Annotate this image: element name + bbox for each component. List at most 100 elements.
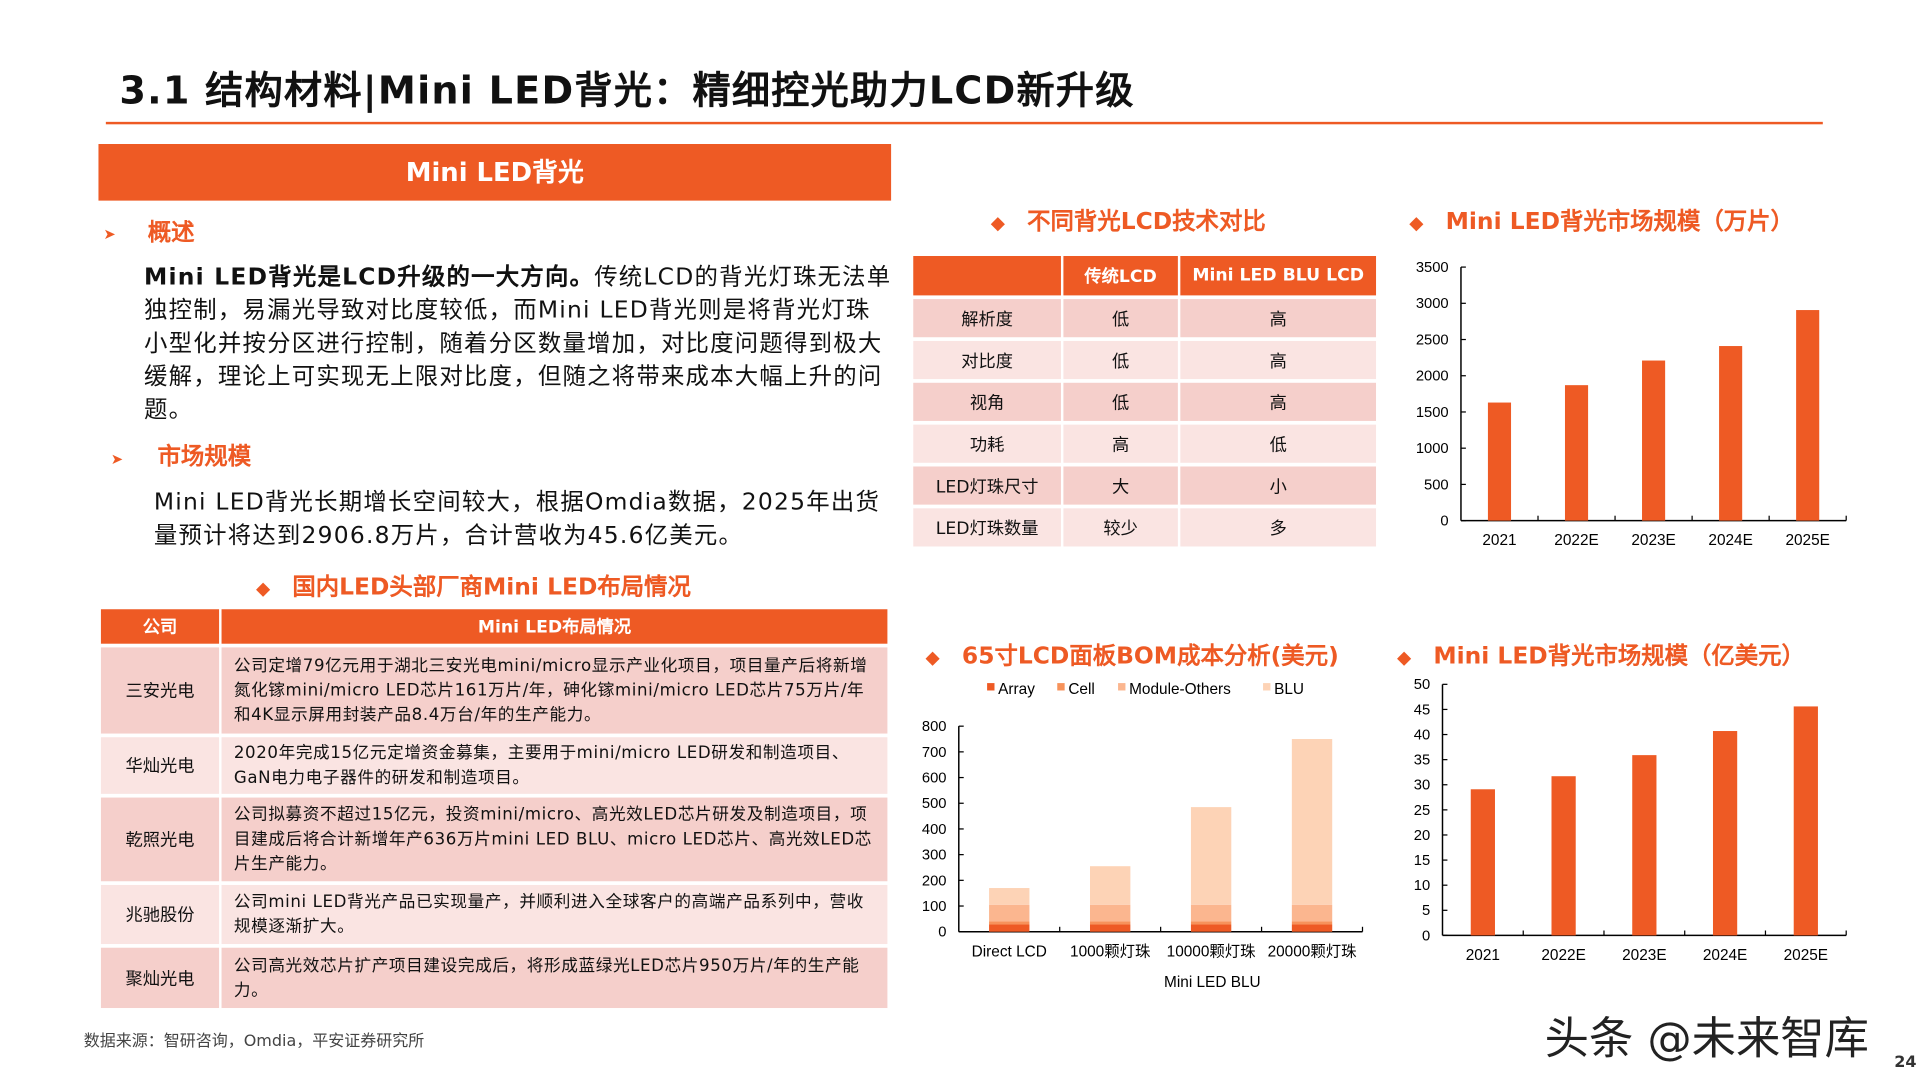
y-tick-label: 2500 — [1416, 332, 1449, 348]
col-header: Mini LED BLU LCD — [1180, 256, 1377, 296]
col-header — [913, 256, 1061, 296]
table-row: 三安光电 公司定增79亿元用于湖北三安光电mini/micro显示产业化项目，项目… — [100, 647, 888, 734]
col-header: 传统LCD — [1063, 256, 1178, 296]
layout-table-title-text: 国内LED头部厂商Mini LED布局情况 — [292, 573, 691, 601]
layout-cell: 公司高光效芯片扩产项目建设完成后，将形成蓝绿光LED芯片950万片/年的生产能力… — [221, 947, 888, 1009]
y-tick-label: 600 — [922, 770, 947, 786]
y-tick-label: 500 — [922, 796, 947, 812]
x-tick-label: 2024E — [1703, 947, 1747, 964]
y-tick-label: 0 — [1440, 514, 1448, 530]
x-tick-label: 10000颗灯珠 — [1167, 942, 1257, 960]
table-row: LED灯珠尺寸大小 — [913, 466, 1377, 505]
revenue-chart-title-text: Mini LED背光市场规模（亿美元） — [1433, 642, 1805, 670]
bar-segment-blu — [1089, 866, 1131, 905]
table-row: 对比度低高 — [913, 340, 1377, 380]
legend-swatch — [987, 683, 995, 691]
value-cell: 高 — [1063, 424, 1178, 463]
bar-segment-module-others — [1089, 904, 1131, 922]
legend-swatch — [1263, 683, 1271, 691]
y-tick-label: 500 — [1424, 477, 1449, 493]
x-group-label: Mini LED BLU — [1164, 974, 1261, 991]
bar-segment-array — [1291, 924, 1333, 932]
table-row: 解析度低高 — [913, 299, 1377, 338]
y-tick-label: 25 — [1414, 803, 1430, 819]
y-tick-label: 300 — [922, 848, 947, 864]
value-cell: 低 — [1063, 299, 1178, 338]
y-tick-label: 45 — [1414, 702, 1430, 718]
value-cell: 低 — [1063, 382, 1178, 421]
table-row: 华灿光电 2020年完成15亿元定增资金募集，主要用于mini/micro LED… — [100, 737, 888, 794]
overview-heading: 概述 — [147, 219, 195, 247]
bom-chart-title: ◆ 65寸LCD面板BOM成本分析(美元) — [926, 638, 1339, 671]
company-cell: 乾照光电 — [100, 797, 220, 882]
legend-label: Module-Others — [1129, 681, 1231, 698]
company-cell: 兆驰股份 — [100, 884, 220, 945]
bar — [1632, 755, 1657, 936]
value-cell: 高 — [1180, 340, 1377, 380]
col-header: 公司 — [100, 609, 220, 644]
arrow-bullet-icon: ➤ — [103, 225, 116, 243]
col-header: Mini LED布局情况 — [221, 609, 888, 644]
page-title: 3.1 结构材料|Mini LED背光：精细控光助力LCD新升级 — [119, 68, 1135, 114]
x-tick-label: 2025E — [1785, 532, 1829, 549]
units-chart-title: ◆ Mini LED背光市场规模（万片） — [1409, 203, 1794, 236]
bar-segment-blu — [989, 888, 1030, 905]
bar-segment-module-others — [1291, 904, 1333, 922]
legend-swatch — [1118, 683, 1126, 691]
y-tick-label: 3000 — [1416, 296, 1449, 312]
metric-cell: LED灯珠数量 — [913, 508, 1061, 547]
x-tick-label: 1000颗灯珠 — [1070, 942, 1151, 960]
company-cell: 三安光电 — [100, 647, 220, 734]
value-cell: 低 — [1063, 340, 1178, 380]
bar — [1551, 776, 1576, 936]
bar-segment-array — [1190, 924, 1232, 932]
table-row: 聚灿光电 公司高光效芯片扩产项目建设完成后，将形成蓝绿光LED芯片950万片/年的… — [100, 947, 888, 1009]
y-tick-label: 35 — [1414, 753, 1430, 769]
bom-chart-title-text: 65寸LCD面板BOM成本分析(美元) — [961, 642, 1339, 670]
diamond-icon: ◆ — [1396, 646, 1412, 669]
layout-cell: 公司拟募资不超过15亿元，投资mini/micro、高光效LED芯片研发及制造项… — [221, 797, 888, 882]
layout-table: 公司 Mini LED布局情况 三安光电 公司定增79亿元用于湖北三安光电mini/… — [98, 606, 889, 1012]
value-cell: 小 — [1180, 466, 1377, 505]
table-row: 视角低高 — [913, 382, 1377, 421]
x-tick-label: 2023E — [1631, 532, 1675, 549]
bar-segment-blu — [1190, 807, 1232, 905]
bar — [1793, 706, 1818, 936]
diamond-icon: ◆ — [925, 646, 940, 669]
bar-segment-array — [1089, 924, 1131, 932]
bar — [1487, 402, 1512, 521]
market-paragraph: Mini LED背光长期增长空间较大，根据Omdia数据，2025年出货量预计将… — [153, 488, 881, 549]
value-cell: 大 — [1063, 466, 1178, 505]
y-tick-label: 2000 — [1416, 369, 1449, 385]
title-divider — [105, 121, 1823, 125]
legend-label: BLU — [1274, 681, 1304, 698]
watermark: 头条 @未来智库 — [1544, 1014, 1869, 1065]
bar-segment-blu — [1291, 739, 1333, 905]
table-row: 兆驰股份 公司mini LED背光产品已实现量产，并顺利进入全球客户的高端产品系列… — [100, 884, 888, 945]
layout-cell: 公司定增79亿元用于湖北三安光电mini/micro显示产业化项目，项目量产后将… — [221, 647, 888, 734]
diamond-icon: ◆ — [256, 577, 271, 600]
bar — [1719, 346, 1743, 521]
bar-segment-cell — [989, 921, 1030, 925]
x-tick-label: 20000颗灯珠 — [1268, 942, 1358, 960]
y-tick-label: 50 — [1414, 677, 1430, 693]
y-tick-label: 1500 — [1416, 405, 1449, 421]
metric-cell: 对比度 — [913, 340, 1061, 380]
value-cell: 高 — [1180, 299, 1377, 338]
compare-table: 传统LCD Mini LED BLU LCD 解析度低高对比度低高视角低高功耗高低… — [911, 252, 1379, 550]
y-tick-label: 100 — [922, 899, 947, 915]
company-cell: 聚灿光电 — [100, 947, 220, 1009]
bar — [1796, 310, 1820, 521]
bar-segment-cell — [1089, 921, 1131, 925]
bar-segment-module-others — [989, 904, 1030, 922]
company-cell: 华灿光电 — [100, 737, 220, 794]
metric-cell: LED灯珠尺寸 — [913, 466, 1061, 505]
value-cell: 多 — [1180, 508, 1377, 547]
value-cell: 高 — [1180, 382, 1377, 421]
y-tick-label: 5 — [1422, 903, 1430, 919]
layout-table-title: ◆ 国内LED头部厂商Mini LED布局情况 — [256, 569, 691, 602]
diamond-icon: ◆ — [990, 211, 1006, 234]
table-row: LED灯珠数量 较少多 — [913, 508, 1377, 547]
